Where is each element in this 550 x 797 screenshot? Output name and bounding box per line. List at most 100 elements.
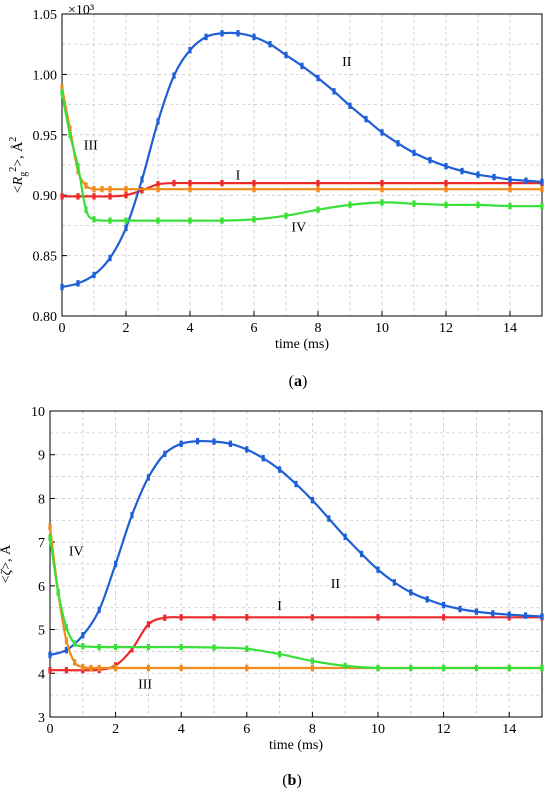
- series-label-IV: IV: [69, 544, 84, 559]
- series-label-I: I: [277, 599, 282, 614]
- data-point: [412, 200, 416, 207]
- data-point: [179, 664, 183, 672]
- x-tick-label: 12: [437, 722, 451, 737]
- data-point: [92, 193, 96, 200]
- data-point: [114, 664, 118, 672]
- data-point: [348, 102, 352, 110]
- series-label-II: II: [342, 55, 352, 70]
- data-point: [212, 438, 216, 445]
- data-point: [376, 566, 380, 573]
- data-point: [442, 664, 446, 672]
- data-point: [64, 637, 68, 644]
- data-point: [300, 62, 304, 70]
- data-point: [56, 589, 60, 596]
- data-point: [156, 118, 160, 125]
- data-point: [327, 515, 331, 522]
- data-point: [252, 216, 256, 223]
- data-point: [508, 202, 512, 210]
- data-point: [228, 440, 232, 447]
- data-point: [458, 605, 462, 613]
- data-point: [508, 185, 512, 193]
- data-point: [140, 187, 144, 194]
- data-point: [196, 437, 200, 445]
- y-tick-label: 4: [38, 667, 45, 682]
- data-point: [124, 217, 128, 224]
- data-point: [412, 149, 416, 157]
- data-point: [310, 496, 314, 504]
- data-point: [508, 179, 512, 187]
- data-point: [278, 650, 282, 658]
- data-point: [220, 217, 224, 224]
- data-point: [442, 601, 446, 609]
- data-point: [310, 614, 314, 621]
- panel-caption: (b): [282, 772, 302, 789]
- data-point: [392, 579, 396, 586]
- series-label-IV: IV: [291, 220, 306, 235]
- x-tick-label: 6: [243, 722, 250, 737]
- data-point: [491, 610, 495, 617]
- data-point: [540, 178, 544, 186]
- data-point: [124, 185, 128, 193]
- data-point: [64, 646, 68, 654]
- series-I: I: [60, 168, 544, 200]
- data-point: [316, 185, 320, 193]
- data-point: [156, 185, 160, 193]
- data-point: [428, 156, 432, 164]
- data-point: [508, 176, 512, 183]
- data-point: [92, 271, 96, 279]
- data-point: [108, 217, 112, 224]
- data-point: [380, 199, 384, 206]
- plot-frame: [61, 13, 543, 317]
- data-point: [540, 202, 544, 210]
- data-point: [188, 185, 192, 193]
- panel-caption: (a): [289, 373, 308, 390]
- data-point: [507, 611, 511, 618]
- x-axis-label: time (ms): [275, 337, 329, 352]
- data-point: [146, 664, 150, 672]
- data-point: [130, 511, 134, 519]
- x-tick-label: 0: [59, 321, 66, 336]
- data-point: [507, 664, 511, 672]
- data-point: [278, 466, 282, 473]
- x-tick-label: 10: [371, 722, 385, 737]
- data-point: [68, 131, 72, 138]
- data-point: [364, 115, 368, 123]
- x-tick-label: 4: [178, 722, 185, 737]
- data-point: [252, 185, 256, 193]
- series-label-II: II: [331, 577, 341, 592]
- data-point: [261, 455, 265, 462]
- data-point: [124, 192, 128, 199]
- x-axis-label: time (ms): [269, 738, 323, 753]
- x-tick-label: 2: [123, 321, 130, 336]
- data-point: [476, 171, 480, 178]
- series-III: III: [60, 84, 544, 193]
- data-point: [84, 206, 88, 213]
- x-tick-label: 0: [47, 722, 54, 737]
- data-point: [348, 201, 352, 209]
- data-point: [124, 224, 128, 232]
- data-point: [540, 664, 544, 672]
- data-point: [343, 662, 347, 670]
- y-tick-label: 5: [38, 624, 45, 639]
- data-point: [284, 212, 288, 219]
- data-point: [76, 193, 80, 200]
- data-point: [212, 614, 216, 621]
- data-point: [188, 179, 192, 187]
- data-point: [81, 632, 85, 639]
- data-point: [444, 201, 448, 209]
- x-tick-label: 8: [315, 321, 322, 336]
- data-point: [310, 657, 314, 665]
- data-point: [252, 179, 256, 187]
- data-point: [76, 163, 80, 170]
- series-II: II: [48, 437, 544, 659]
- data-point: [476, 201, 480, 209]
- data-point: [73, 640, 77, 647]
- y-tick-label: 7: [38, 536, 45, 551]
- data-point: [220, 179, 224, 187]
- data-point: [97, 643, 101, 651]
- data-point: [48, 523, 52, 531]
- data-point: [97, 664, 101, 672]
- data-point: [60, 89, 64, 96]
